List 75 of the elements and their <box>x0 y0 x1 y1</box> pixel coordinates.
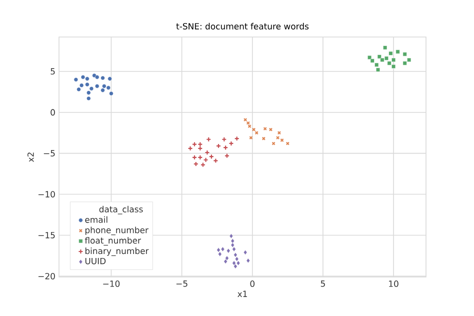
point <box>368 55 372 60</box>
point <box>89 86 94 91</box>
point <box>234 252 238 258</box>
point <box>376 68 380 72</box>
point <box>374 62 379 67</box>
point <box>86 90 91 95</box>
point <box>246 258 250 264</box>
point <box>100 88 105 92</box>
point <box>94 74 100 80</box>
point <box>383 46 388 50</box>
point <box>234 256 239 262</box>
point <box>218 252 222 257</box>
point <box>226 248 230 254</box>
point <box>94 84 100 88</box>
x-tick-label: 5 <box>320 280 325 287</box>
y-axis-title: x2 <box>27 152 34 162</box>
point <box>407 58 412 62</box>
point <box>230 242 234 248</box>
point <box>234 264 238 269</box>
point <box>100 76 105 80</box>
legend-label: UUID <box>85 258 106 264</box>
y-tick-label: −20 <box>38 272 55 280</box>
point <box>388 51 393 56</box>
point <box>232 246 236 252</box>
point <box>216 248 220 252</box>
y-tick-label: −5 <box>44 150 55 156</box>
y-tick-label: 0 <box>50 109 55 116</box>
point <box>402 52 407 56</box>
point <box>108 76 112 81</box>
point <box>86 96 91 101</box>
point <box>377 54 382 59</box>
point <box>220 246 225 252</box>
point <box>76 87 81 92</box>
point <box>85 82 90 87</box>
point <box>380 58 384 62</box>
y-tick-label: −10 <box>38 191 55 198</box>
x-axis-title: x1 <box>238 290 247 297</box>
point <box>391 64 396 69</box>
x-tick-label: −10 <box>103 280 120 287</box>
point <box>252 128 256 132</box>
point <box>262 136 266 140</box>
y-tick-label: 5 <box>50 68 55 75</box>
point <box>236 260 240 266</box>
x-tick-label: 10 <box>389 280 398 287</box>
legend-label: email <box>85 216 108 223</box>
legend-label: float_number <box>84 237 142 246</box>
legend-title: data_class <box>99 206 143 214</box>
point <box>188 146 193 151</box>
legend-label: phone_number <box>85 226 148 236</box>
point <box>396 50 400 54</box>
y-tick-label: −15 <box>38 232 55 238</box>
point <box>391 58 396 62</box>
point <box>249 136 253 140</box>
point <box>243 250 248 255</box>
point <box>230 238 234 244</box>
chart-title: t-SNE: document feature words <box>176 22 309 30</box>
point <box>370 58 374 63</box>
point <box>402 61 407 66</box>
point <box>85 76 90 81</box>
point <box>268 128 273 132</box>
point <box>387 61 392 66</box>
point <box>225 256 229 261</box>
x-tick-label: −5 <box>176 280 188 287</box>
point <box>224 258 228 264</box>
point <box>106 86 111 90</box>
point <box>74 77 78 82</box>
point <box>232 260 236 266</box>
point <box>109 91 114 96</box>
x-tick-label: 0 <box>250 280 255 287</box>
legend-label: binary_number <box>85 248 149 256</box>
point <box>102 84 106 88</box>
point <box>229 234 234 238</box>
point <box>79 83 84 88</box>
point <box>384 56 389 60</box>
point <box>80 74 86 80</box>
